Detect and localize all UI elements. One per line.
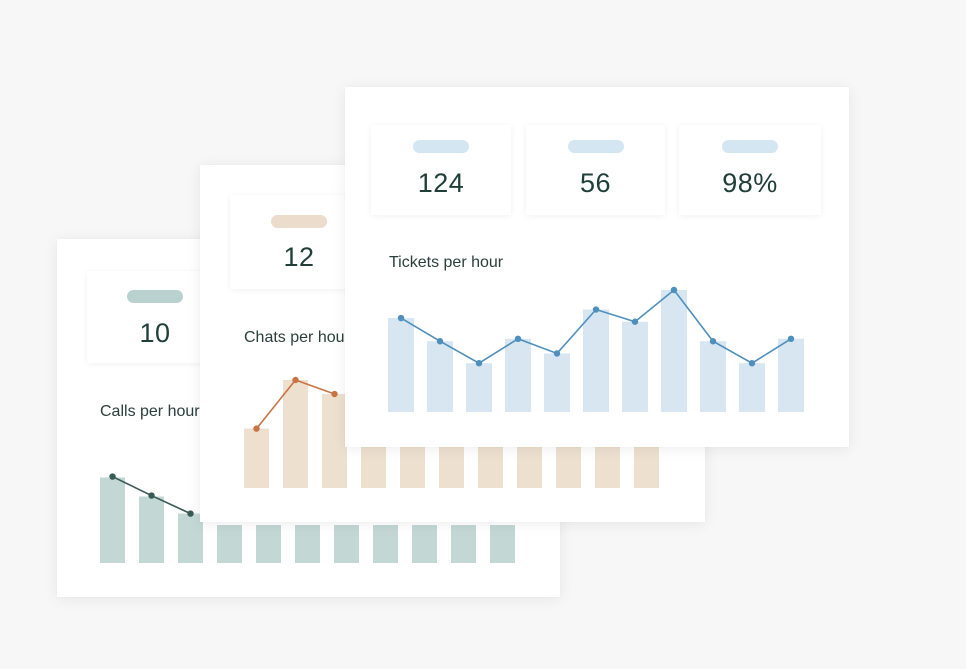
chats-point-1 (253, 425, 260, 432)
tickets-point-9 (709, 338, 717, 345)
calls-bar-1 (100, 477, 125, 563)
tickets-bar-9 (700, 341, 726, 412)
calls-point-2 (148, 492, 155, 499)
tickets-point-5 (553, 350, 561, 357)
calls-bar-5 (256, 525, 281, 563)
tickets-stat-label-pill-3 (722, 140, 778, 153)
chats-chart-title: Chats per hour (244, 329, 350, 346)
calls-bar-3 (178, 513, 203, 563)
calls-bar-9 (412, 525, 437, 563)
chats-bar-10 (595, 444, 620, 488)
tickets-point-8 (670, 286, 678, 294)
chats-stat-label-pill (271, 215, 327, 228)
calls-stat-label-pill (127, 290, 183, 303)
chats-point-2 (292, 376, 299, 384)
tickets-point-4 (514, 335, 522, 342)
tickets-bar-2 (427, 341, 453, 412)
chats-bar-11 (634, 444, 659, 488)
calls-bar-2 (139, 496, 164, 563)
tickets-bar-3 (466, 363, 492, 412)
calls-bar-6 (295, 525, 320, 563)
calls-bar-7 (334, 525, 359, 563)
tickets-chart-title: Tickets per hour (389, 254, 504, 271)
tickets-bar-6 (583, 309, 609, 412)
tickets-point-1 (397, 314, 405, 322)
chats-bar-3 (322, 394, 347, 488)
tickets-bar-4 (505, 338, 531, 412)
tickets-stat-tile-1: 124 (371, 125, 511, 215)
tickets-stat-label-pill-2 (567, 140, 624, 153)
chats-bar-6 (439, 444, 464, 488)
tickets-stat-tile-2: 56 (526, 125, 665, 215)
tickets-chart (388, 286, 804, 412)
tickets-bar-5 (544, 353, 570, 412)
tickets-bar-11 (778, 338, 804, 412)
chats-bar-2 (283, 380, 308, 488)
calls-chart-title: Calls per hour (100, 403, 200, 420)
tickets-point-11 (787, 335, 795, 342)
chats-bar-4 (361, 444, 386, 488)
tickets-point-10 (748, 360, 756, 367)
chats-chart (244, 376, 659, 488)
chats-point-3 (331, 390, 338, 398)
calls-point-1 (109, 473, 116, 480)
tickets-bar-8 (661, 290, 687, 412)
chats-bar-8 (517, 444, 542, 488)
chats-bar-5 (400, 444, 425, 488)
calls-chart (100, 473, 515, 563)
tickets-point-2 (436, 338, 444, 345)
tickets-point-6 (592, 306, 600, 313)
tickets-stat-value-1: 124 (417, 168, 465, 198)
tickets-point-7 (631, 318, 639, 325)
tickets-bar-1 (388, 318, 414, 412)
tickets-stat-value-3: 98% (722, 168, 778, 198)
chats-bar-9 (556, 444, 581, 488)
chats-bar-1 (244, 428, 269, 488)
calls-bar-10 (451, 525, 476, 563)
tickets-bar-10 (739, 363, 765, 412)
calls-bar-11 (490, 525, 515, 563)
chats-stat-value: 12 (283, 242, 315, 272)
tickets-bar-7 (622, 321, 648, 412)
calls-stat-value: 10 (139, 318, 171, 348)
chats-bar-7 (478, 444, 503, 488)
calls-bar-8 (373, 525, 398, 563)
calls-bar-4 (217, 525, 242, 563)
tickets-stat-label-pill-1 (413, 140, 469, 153)
tickets-card: 124 56 98% Tickets per hour (345, 87, 849, 447)
tickets-point-3 (475, 360, 483, 367)
tickets-stat-value-2: 56 (579, 168, 612, 198)
calls-point-3 (187, 510, 194, 517)
tickets-stat-tile-3: 98% (679, 125, 821, 215)
